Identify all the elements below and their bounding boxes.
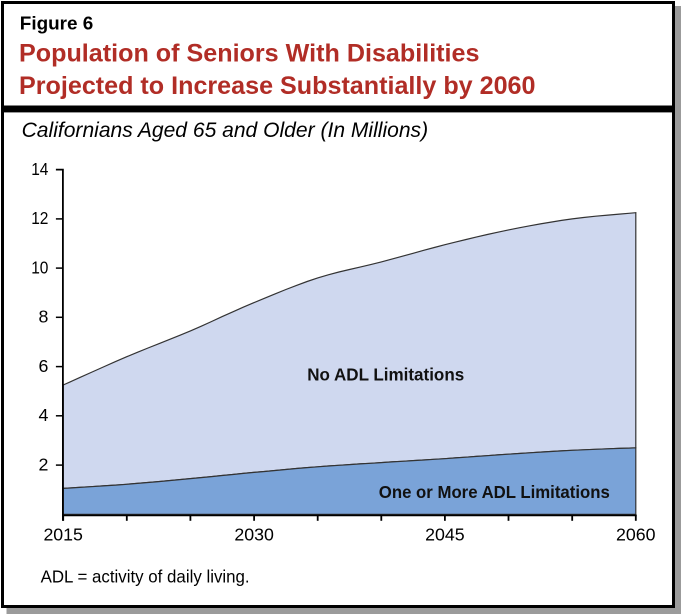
svg-text:Population of Seniors With Dis: Population of Seniors With Disabilities [19,39,480,67]
svg-text:ADL = activity of daily living: ADL = activity of daily living. [41,566,250,586]
svg-text:Projected to Increase Substant: Projected to Increase Substantially by 2… [19,72,536,100]
svg-text:2: 2 [39,454,49,474]
svg-text:Californians Aged 65 and Older: Californians Aged 65 and Older (In Milli… [22,119,429,142]
svg-text:6: 6 [39,356,49,376]
svg-text:10: 10 [31,257,48,277]
svg-text:2015: 2015 [43,524,83,544]
svg-text:8: 8 [39,307,49,327]
svg-text:2030: 2030 [234,524,274,544]
svg-text:Figure 6: Figure 6 [20,13,94,33]
svg-text:2060: 2060 [616,524,656,544]
svg-text:2045: 2045 [425,524,465,544]
svg-text:No ADL Limitations: No ADL Limitations [307,365,464,385]
svg-text:12: 12 [31,208,48,228]
svg-text:4: 4 [39,405,49,425]
svg-text:14: 14 [31,159,48,179]
svg-text:One or More ADL Limitations: One or More ADL Limitations [379,482,610,502]
